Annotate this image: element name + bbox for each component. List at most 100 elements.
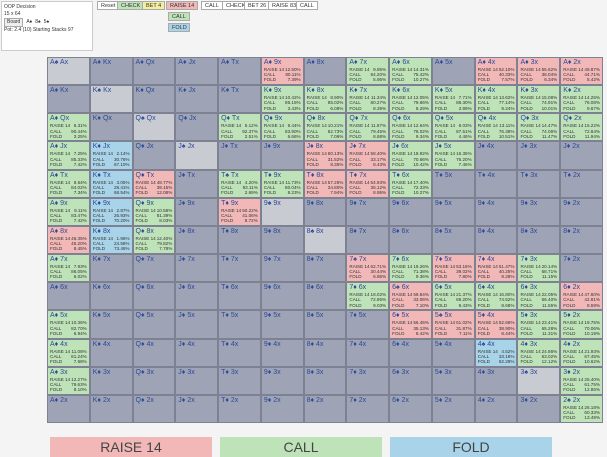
hand-cell[interactable]: J♦ 5x xyxy=(175,310,219,339)
hand-cell[interactable]: 8♦ 3x xyxy=(303,366,347,395)
hand-cell[interactable]: J♦ 4x xyxy=(175,338,219,367)
hand-cell[interactable]: T♦ 9x RAISE 14 50.22% CALL 41.06% FOLD 8.72% xyxy=(218,197,261,226)
hand-cell[interactable]: T♦ 7x xyxy=(218,254,261,283)
hand-cell[interactable]: T♦ 5x xyxy=(218,310,261,339)
hand-cell[interactable]: 6♦ 4x RAISE 14 16.80% CALL 74.52% FOLD 8.68% xyxy=(474,282,518,311)
hand-cell[interactable]: Q♦ 7x RAISE 14 11.87% CALL 79.45% FOLD 8.68% xyxy=(346,113,390,142)
hand-cell[interactable]: 7♦ 4x xyxy=(346,338,390,367)
hand-cell[interactable]: K♦ 2x xyxy=(89,394,133,423)
hand-cell[interactable]: 3♦ 2x RAISE 14 25.40% CALL 61.75% FOLD 12.85% xyxy=(560,366,603,395)
hand-cell[interactable]: Q♦ 7x xyxy=(132,254,176,283)
hand-cell[interactable]: Q♦ 5x xyxy=(132,310,176,339)
hand-cell[interactable]: K♦ 8x RAISE 14 1.96% CALL 24.58% FOLD 73.46% xyxy=(89,225,133,255)
hand-cell[interactable]: T♦ 8x RAISE 14 57.26% CALL 34.80% FOLD 7.94% xyxy=(303,169,347,198)
hand-cell[interactable]: 6♦ 2x RAISE 14 47.60% CALL 42.81% FOLD 9.59% xyxy=(560,282,603,311)
hand-cell[interactable]: K♦ 9x RAISE 14 10.42% CALL 86.15% FOLD 3.43% xyxy=(260,85,304,114)
hand-cell[interactable]: A♦ 4x RAISE 14 11.08% CALL 81.24% FOLD 7.68% xyxy=(47,338,90,367)
hand-cell[interactable]: Q♦ Tx RAISE 14 5.12% CALL 92.37% FOLD 2.51% xyxy=(218,113,261,142)
hand-cell[interactable]: 8♦ 7x xyxy=(303,254,347,283)
hand-cell[interactable]: 9♦ 7x xyxy=(260,254,304,283)
hand-cell[interactable]: A♦ 5x xyxy=(431,57,475,86)
hand-cell[interactable]: 7♦ 5x RAISE 14 53.18% CALL 39.02% FOLD 7.80% xyxy=(431,254,475,283)
hand-cell[interactable]: 9♦ 3x xyxy=(517,197,561,226)
hand-cell[interactable]: 9♦ 5x xyxy=(431,197,475,226)
hand-cell[interactable]: 7♠ 7x RAISE 14 62.71% CALL 30.44% FOLD 6.85% xyxy=(346,254,390,283)
hand-cell[interactable]: T♦ 4x xyxy=(474,169,518,198)
hand-cell[interactable]: Q♦ 3x RAISE 14 14.47% CALL 74.06% FOLD 11.47% xyxy=(517,113,561,142)
hand-cell[interactable]: K♦ 3x RAISE 14 15.08% CALL 74.91% FOLD 10.01% xyxy=(517,85,561,114)
hand-cell[interactable]: J♦ 6x RAISE 14 18.92% CALL 70.66% FOLD 10.42% xyxy=(389,141,432,170)
hand-cell[interactable]: Q♦ 9x RAISE 14 9.44% CALL 83.90% FOLD 6.66% xyxy=(260,113,304,142)
hand-cell[interactable]: 8♦ 4x xyxy=(474,225,518,255)
hand-cell[interactable]: K♦ 6x RAISE 14 12.05% CALL 79.66% FOLD 8.29% xyxy=(389,85,432,114)
hand-cell[interactable]: 8♦ 2x xyxy=(560,225,603,255)
hand-cell[interactable]: Q♦ 6x xyxy=(132,282,176,311)
hand-cell[interactable]: Q♦ 4x RAISE 14 13.11% CALL 76.38% FOLD 10.51% xyxy=(474,113,518,142)
hand-cell[interactable]: Q♦ 6x RAISE 14 12.64% CALL 78.02% FOLD 9.34% xyxy=(389,113,432,142)
hand-cell[interactable]: K♦ 4x RAISE 14 13.62% CALL 77.14% FOLD 9.24% xyxy=(474,85,518,114)
hand-cell[interactable]: A♦ 2x RAISE 14 49.87% CALL 44.71% FOLD 5.42% xyxy=(560,57,603,86)
hand-cell[interactable]: A♦ 6x RAISE 14 14.31% CALL 75.42% FOLD 10.27% xyxy=(389,57,432,86)
hand-cell[interactable]: Q♦ Jx xyxy=(175,113,219,142)
hand-cell[interactable]: 8♦ 2x xyxy=(303,394,347,423)
hand-cell[interactable]: 9♦ 2x xyxy=(560,197,603,226)
hand-cell[interactable]: 6♠ 6x RAISE 14 59.84% CALL 33.06% FOLD 7.10% xyxy=(389,282,432,311)
board-button[interactable]: Board xyxy=(4,18,24,27)
hand-cell[interactable]: 5♦ 2x RAISE 14 19.75% CALL 70.06% FOLD 10.19% xyxy=(560,310,603,339)
hand-cell[interactable]: A♦ Qx RAISE 14 6.31% CALL 90.44% FOLD 3.25% xyxy=(47,113,90,142)
hand-cell[interactable]: 9♦ 8x xyxy=(303,197,347,226)
hand-cell[interactable]: J♦ 5x RAISE 14 16.35% CALL 76.20% FOLD 7.45% xyxy=(431,141,475,170)
hand-cell[interactable]: J♦ 2x xyxy=(175,394,219,423)
hand-cell[interactable]: Q♦ 8x RAISE 14 12.40% CALL 79.82% FOLD 7.78% xyxy=(132,225,176,255)
hand-cell[interactable]: 9♦ 5x xyxy=(260,310,304,339)
hand-cell[interactable]: K♦ 3x xyxy=(89,366,133,395)
hand-cell[interactable]: J♦ 7x xyxy=(175,254,219,283)
hand-cell[interactable]: J♦ 8x RAISE 14 60.13% CALL 31.52% FOLD 8.35% xyxy=(303,141,347,170)
hand-cell[interactable]: Q♦ 2x RAISE 14 15.22% CALL 72.84% FOLD 11.94% xyxy=(560,113,603,142)
hand-cell[interactable]: A♦ Kx xyxy=(47,85,90,114)
hand-cell[interactable]: J♦ 8x xyxy=(175,225,219,255)
hand-cell[interactable]: 8♦ 4x xyxy=(303,338,347,367)
hand-cell[interactable]: 4♦ 3x xyxy=(474,366,518,395)
hand-cell[interactable]: 9♦ 6x xyxy=(260,282,304,311)
hand-cell[interactable]: 7♦ 5x xyxy=(346,310,390,339)
hand-cell[interactable]: A♦ 7x RAISE 14 7.93% CALL 86.05% FOLD 6.02% xyxy=(47,254,90,283)
hand-cell[interactable]: J♦ 6x xyxy=(175,282,219,311)
hand-cell[interactable]: 6♦ 2x xyxy=(389,394,432,423)
hand-cell[interactable]: Q♦ 5x RAISE 14 8.03% CALL 87.51% FOLD 4.46% xyxy=(431,113,475,142)
hand-cell[interactable]: 8♦ 3x xyxy=(517,225,561,255)
action-button[interactable]: CALL xyxy=(201,1,223,10)
hand-cell[interactable]: 8♦ 5x xyxy=(303,310,347,339)
hand-cell[interactable]: 5♦ 4x RAISE 14 52.66% CALL 38.90% FOLD 8.44% xyxy=(474,310,518,339)
hand-cell[interactable]: T♦ 6x RAISE 14 17.40% CALL 72.33% FOLD 10.27% xyxy=(389,169,432,198)
hand-cell[interactable]: A♦ 9x RAISE 14 9.11% CALL 83.47% FOLD 7.42% xyxy=(47,197,90,226)
hand-cell[interactable]: J♦ 9x xyxy=(260,141,304,170)
hand-cell[interactable]: 9♦ 4x xyxy=(260,338,304,367)
hand-cell[interactable]: 7♦ 2x xyxy=(560,254,603,283)
hand-cell[interactable]: A♦ 6x xyxy=(47,282,90,311)
hand-cell[interactable]: 7♦ 2x xyxy=(346,394,390,423)
hand-cell[interactable]: T♦ 4x xyxy=(218,338,261,367)
hand-cell[interactable]: 5♦ 4x xyxy=(431,338,475,367)
hand-cell[interactable]: 3♦ 2x xyxy=(517,394,561,423)
hand-cell[interactable]: Q♠ Qx xyxy=(132,113,176,142)
hand-cell[interactable]: 7♦ 6x RAISE 14 18.02% CALL 72.95% FOLD 9.03% xyxy=(346,282,390,311)
hand-cell[interactable]: 7♦ 3x xyxy=(346,366,390,395)
hand-cell[interactable]: Q♦ Tx RAISE 14 48.77% CALL 39.15% FOLD 12.08% xyxy=(132,169,176,198)
action-button[interactable]: BET 4 xyxy=(142,1,166,10)
hand-cell[interactable]: 7♦ 4x RAISE 14 51.47% CALL 40.25% FOLD 8.28% xyxy=(474,254,518,283)
hand-cell[interactable]: A♦ Qx xyxy=(132,57,176,86)
hand-cell[interactable]: 5♦ 3x RAISE 14 23.41% CALL 65.28% FOLD 11.31% xyxy=(517,310,561,339)
hand-cell[interactable]: 4♦ 3x RAISE 14 24.86% CALL 63.02% FOLD 12.12% xyxy=(517,338,561,367)
hand-cell[interactable]: A♦ Tx RAISE 14 8.64% CALL 84.02% FOLD 7.34% xyxy=(47,169,90,198)
hand-cell[interactable]: K♦ Qx xyxy=(132,85,176,114)
action-button[interactable]: CALL xyxy=(296,1,318,10)
hand-cell[interactable]: Q♦ 8x RAISE 14 10.21% CALL 82.73% FOLD 7.06% xyxy=(303,113,347,142)
hand-cell[interactable]: 4♦ 2x xyxy=(474,394,518,423)
response-option[interactable]: FOLD xyxy=(168,23,190,32)
hand-cell[interactable]: J♦ 3x xyxy=(517,141,561,170)
hand-cell[interactable]: A♦ Jx xyxy=(175,57,219,86)
hand-cell[interactable]: 6♦ 3x RAISE 14 22.05% CALL 66.40% FOLD 11.55% xyxy=(517,282,561,311)
hand-cell[interactable]: A♦ Tx xyxy=(218,57,261,86)
hand-cell[interactable]: 8♦ 5x xyxy=(431,225,475,255)
